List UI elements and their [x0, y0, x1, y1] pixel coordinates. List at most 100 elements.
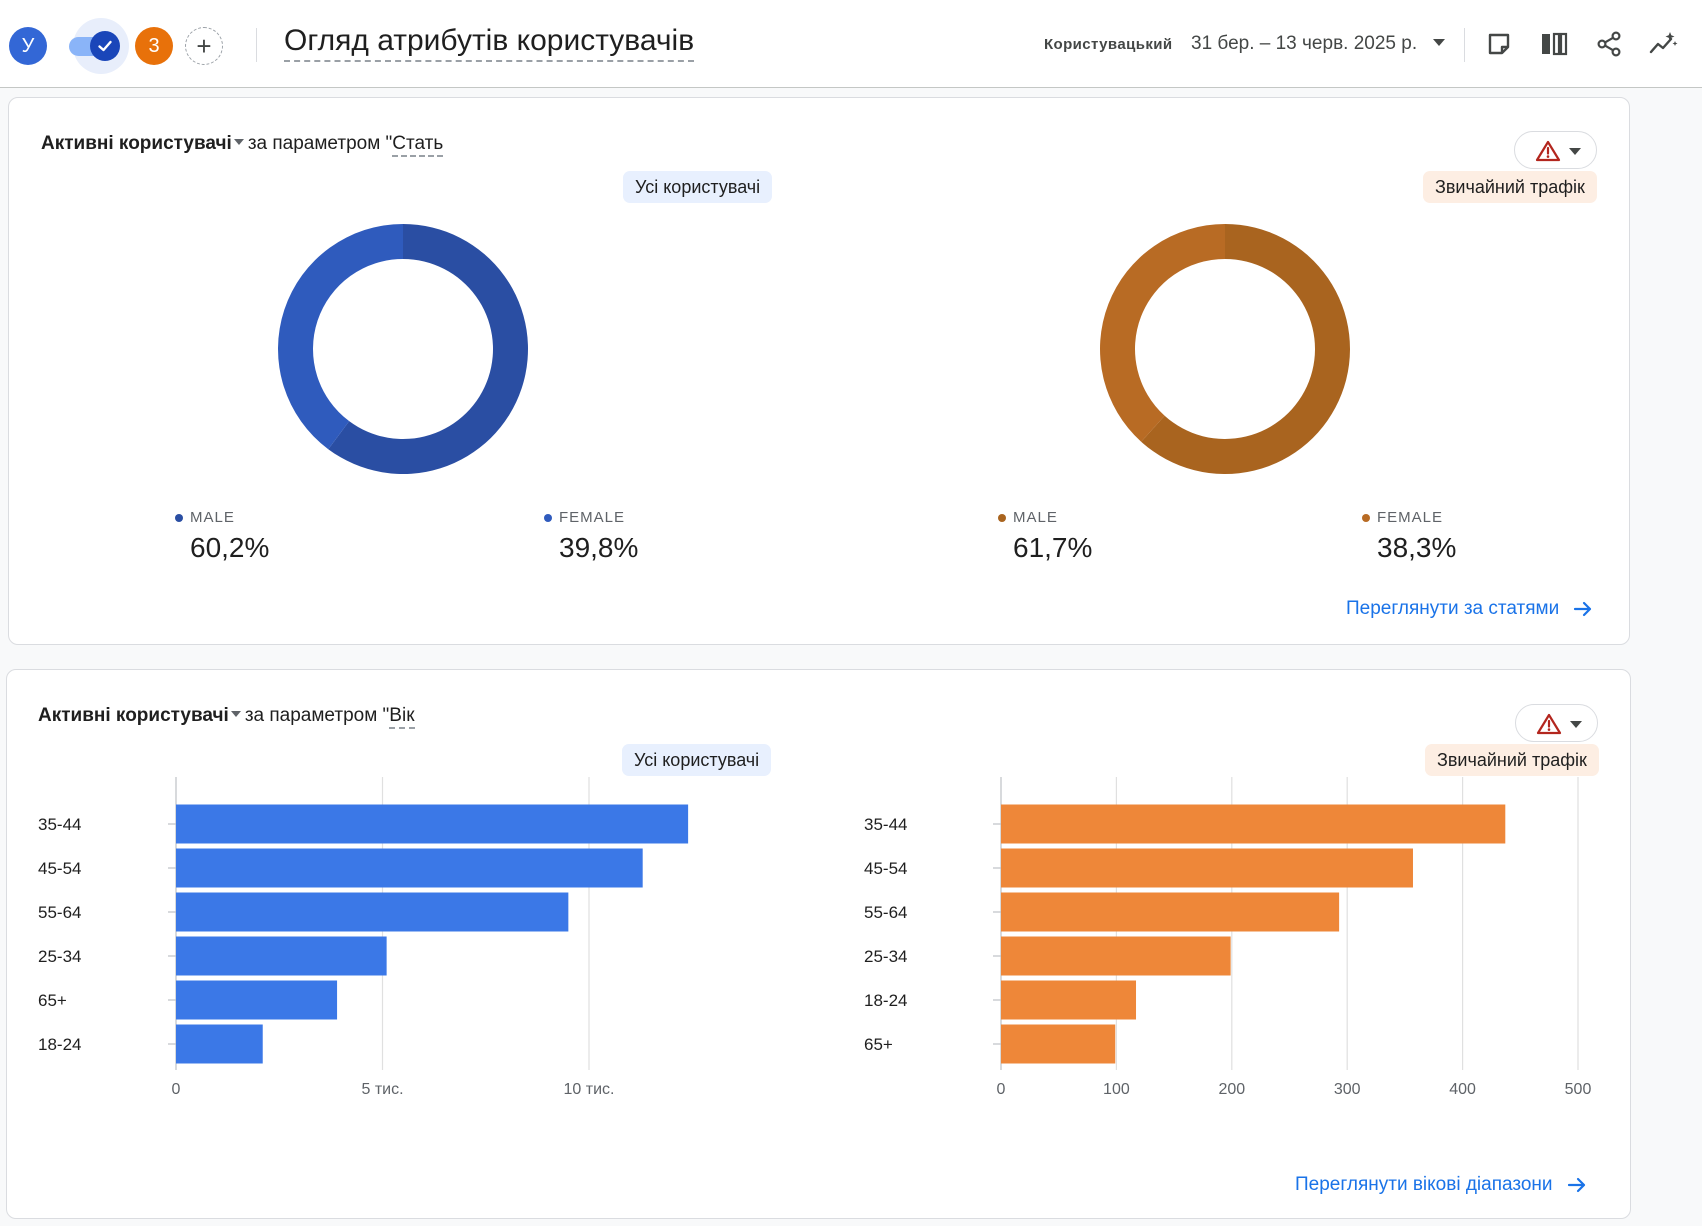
bar-55-64[interactable] — [1001, 892, 1340, 932]
note-icon[interactable] — [1481, 26, 1517, 62]
category-label: 45-54 — [38, 859, 81, 878]
divider — [256, 28, 257, 62]
legend-label: MALE — [190, 509, 235, 526]
segment-chip-all-users: Усі користувачі — [622, 744, 772, 776]
category-label: 65+ — [864, 1035, 893, 1054]
warning-menu-button[interactable] — [1514, 131, 1597, 169]
donut-slice-female[interactable] — [1100, 224, 1225, 442]
tick-label: 100 — [1103, 1081, 1130, 1098]
tick-label: 0 — [997, 1081, 1006, 1098]
bar-35-44[interactable] — [176, 804, 689, 844]
chevron-down-icon[interactable] — [1433, 39, 1445, 46]
category-label: 25-34 — [38, 947, 81, 966]
warning-icon — [1536, 713, 1562, 735]
legend-dot — [1362, 513, 1370, 522]
category-label: 45-54 — [864, 859, 907, 878]
link-label: Переглянути за статями — [1346, 598, 1560, 619]
donut-slice-female[interactable] — [277, 224, 403, 450]
bar-45-54[interactable] — [1001, 848, 1413, 888]
param-prefix: за параметром " — [247, 133, 393, 154]
category-label: 55-64 — [864, 903, 907, 922]
date-range[interactable]: 31 бер. – 13 черв. 2025 р. — [1191, 33, 1418, 54]
bar-25-34[interactable] — [176, 936, 387, 976]
tick-label: 0 — [172, 1081, 181, 1098]
warning-icon — [1535, 140, 1561, 162]
dimension-selector[interactable]: Стать — [392, 133, 444, 157]
donut-chart-organic — [1100, 224, 1350, 474]
compare-label: Користувацький — [1044, 36, 1173, 53]
dimension-selector[interactable]: Вік — [389, 705, 415, 729]
check-icon — [90, 31, 120, 61]
category-label: 35-44 — [864, 815, 907, 834]
legend-dot — [544, 513, 552, 522]
tick-label: 500 — [1565, 1081, 1592, 1098]
tick-label: 10 тис. — [564, 1081, 615, 1098]
tick-label: 200 — [1218, 1081, 1245, 1098]
chevron-down-icon[interactable] — [230, 711, 241, 718]
tick-label: 300 — [1334, 1081, 1361, 1098]
legend-value: 60,2% — [190, 532, 270, 563]
param-prefix: за параметром " — [244, 705, 390, 726]
comparison-toggle[interactable] — [63, 18, 133, 74]
bar-55-64[interactable] — [176, 892, 569, 932]
metric-selector[interactable]: Активні користувачі — [41, 133, 232, 154]
bar-18-24[interactable] — [1001, 980, 1137, 1020]
add-comparison-button[interactable]: + — [185, 27, 223, 65]
legend-dot — [175, 513, 183, 522]
link-label: Переглянути вікові діапазони — [1295, 1174, 1553, 1195]
donut-slice-male[interactable] — [328, 224, 528, 474]
legend-value: 39,8% — [559, 532, 639, 563]
legend-dot — [998, 513, 1006, 522]
donut-chart-all-users — [277, 224, 528, 474]
warning-menu-button[interactable] — [1515, 704, 1598, 742]
bar-18-24[interactable] — [176, 1024, 263, 1064]
card-title: Активні користувачі за параметром "Стать — [41, 133, 444, 157]
bar-25-34[interactable] — [1001, 936, 1231, 976]
legend-label: FEMALE — [1377, 509, 1444, 526]
chevron-down-icon — [1569, 148, 1581, 155]
category-label: 18-24 — [864, 991, 907, 1010]
legend-female: FEMALE 38,3% — [1362, 509, 1456, 564]
segment-chip-all-users: Усі користувачі — [623, 171, 773, 203]
category-label: 35-44 — [38, 815, 81, 834]
age-bar-chart-organic: 0 100 200 300 400 500 35-44 45-54 55-64 25-34 18-2… — [864, 777, 1592, 1098]
age-card: Активні користувачі за параметром "Вік Ус… — [6, 669, 1631, 1219]
card-title: Активні користувачі за параметром "Вік — [38, 705, 415, 729]
segment-chip-organic: Звичайний трафік — [1425, 744, 1599, 776]
top-bar: У 3 + Огляд атрибутів користувачів Корис… — [0, 0, 1702, 88]
comparison-count-badge[interactable]: 3 — [135, 27, 173, 65]
user-avatar[interactable]: У — [9, 27, 47, 65]
divider — [1464, 28, 1465, 62]
bar-65+[interactable] — [176, 980, 338, 1020]
plus-icon: + — [196, 30, 212, 61]
compare-columns-icon[interactable] — [1536, 26, 1572, 62]
category-label: 25-34 — [864, 947, 907, 966]
bar-45-54[interactable] — [176, 848, 643, 888]
share-icon[interactable] — [1591, 26, 1627, 62]
insights-icon[interactable] — [1645, 26, 1681, 62]
tick-label: 5 тис. — [361, 1081, 403, 1098]
donut-slice-male[interactable] — [1141, 224, 1350, 474]
category-label: 18-24 — [38, 1035, 81, 1054]
legend-male: MALE 60,2% — [175, 509, 269, 564]
view-age-ranges-link[interactable]: Переглянути вікові діапазони — [1295, 1174, 1587, 1196]
view-by-gender-link[interactable]: Переглянути за статями — [1346, 598, 1593, 620]
category-label: 65+ — [38, 991, 67, 1010]
bar-65+[interactable] — [1001, 1024, 1116, 1064]
page-title[interactable]: Огляд атрибутів користувачів — [284, 24, 695, 62]
legend-value: 38,3% — [1377, 532, 1457, 563]
legend-label: MALE — [1013, 509, 1058, 526]
category-label: 55-64 — [38, 903, 81, 922]
legend-male: MALE 61,7% — [998, 509, 1092, 564]
segment-chip-organic: Звичайний трафік — [1423, 171, 1597, 203]
arrow-right-icon — [1574, 601, 1592, 617]
legend-label: FEMALE — [559, 509, 626, 526]
age-bar-chart-all-users: 0 5 тис. 10 тис. 35-44 45-54 55-64 25-34 65+ 18-… — [38, 777, 689, 1098]
chevron-down-icon — [1570, 721, 1582, 728]
arrow-right-icon — [1567, 1177, 1585, 1193]
legend-value: 61,7% — [1013, 532, 1093, 563]
chevron-down-icon[interactable] — [233, 139, 244, 146]
legend-female: FEMALE 39,8% — [544, 509, 638, 564]
metric-selector[interactable]: Активні користувачі — [38, 705, 229, 726]
bar-35-44[interactable] — [1001, 804, 1506, 844]
